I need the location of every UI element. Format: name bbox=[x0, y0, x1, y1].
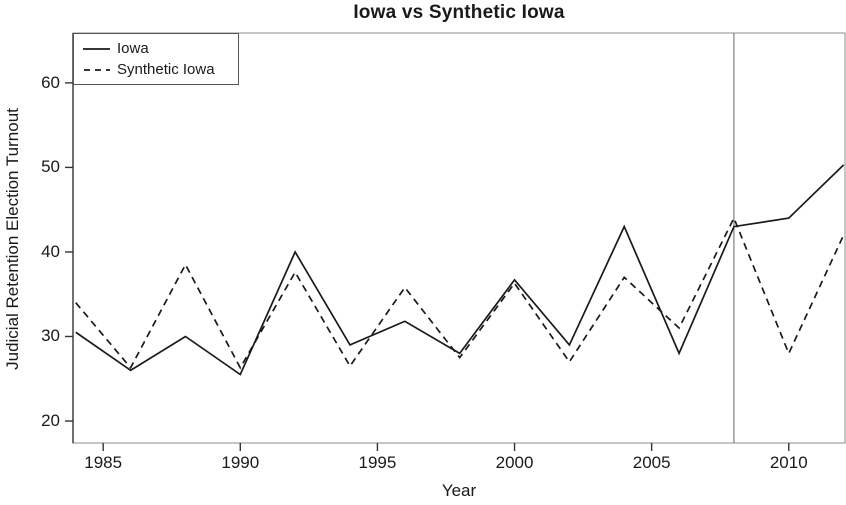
legend-label: Iowa bbox=[117, 39, 149, 57]
series-line-iowa bbox=[75, 164, 845, 376]
x-tick-label: 1995 bbox=[358, 453, 397, 472]
chart-title: Iowa vs Synthetic Iowa bbox=[353, 2, 565, 23]
x-tick-label: 2010 bbox=[769, 453, 808, 472]
y-tick-label: 40 bbox=[41, 241, 60, 261]
x-tick-label: 2005 bbox=[632, 453, 671, 472]
series-line-synthetic-iowa bbox=[75, 216, 845, 370]
x-tick-label: 1990 bbox=[221, 453, 260, 472]
legend-item-synthetic-iowa: Synthetic Iowa bbox=[83, 61, 238, 79]
y-tick-label: 60 bbox=[41, 72, 60, 92]
legend-item-iowa: Iowa bbox=[83, 40, 238, 58]
x-axis-label: Year bbox=[441, 481, 477, 500]
legend-label: Synthetic Iowa bbox=[117, 60, 215, 78]
x-tick-label: 2000 bbox=[495, 453, 534, 472]
legend: Iowa Synthetic Iowa bbox=[73, 33, 239, 85]
dashed-line-icon bbox=[84, 68, 110, 71]
solid-line-icon bbox=[83, 47, 110, 50]
y-tick-label: 50 bbox=[41, 157, 60, 177]
y-tick-label: 20 bbox=[41, 411, 60, 431]
x-tick-label: 1985 bbox=[84, 453, 123, 472]
y-tick-label: 30 bbox=[41, 326, 60, 346]
